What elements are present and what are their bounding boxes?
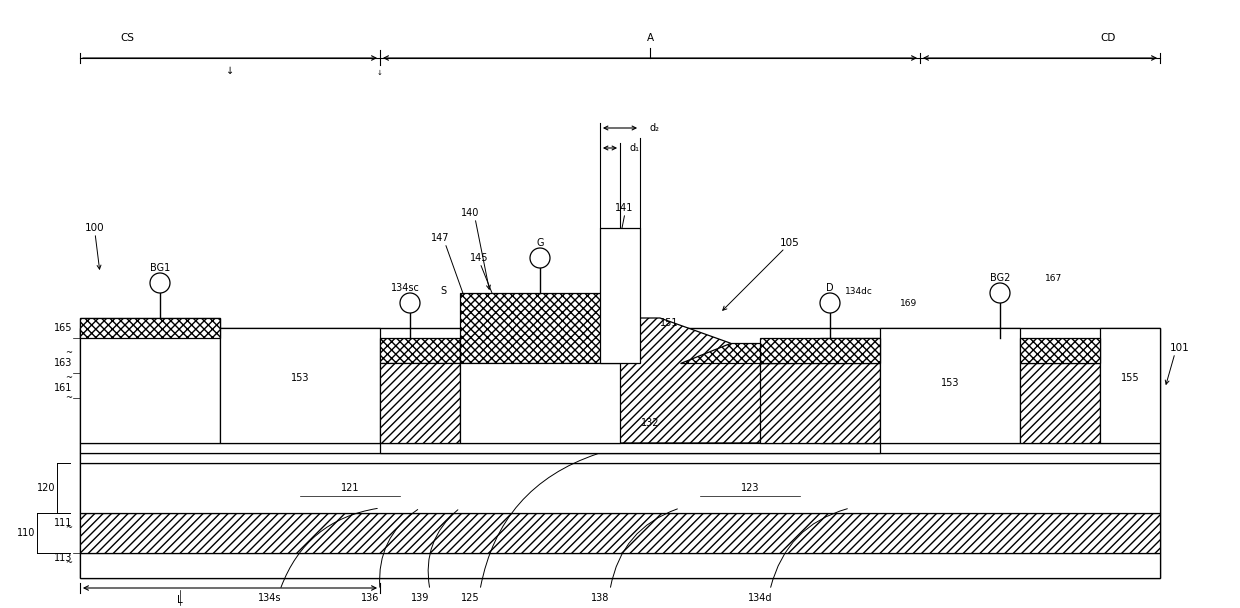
- Text: ~: ~: [64, 373, 72, 382]
- Circle shape: [529, 248, 551, 268]
- Circle shape: [990, 283, 1011, 303]
- Text: BG1: BG1: [150, 263, 170, 273]
- Bar: [81, 318, 219, 338]
- Bar: [81, 328, 1159, 578]
- Text: 111: 111: [53, 518, 72, 528]
- Text: 151: 151: [660, 318, 678, 328]
- Circle shape: [150, 273, 170, 293]
- Text: ~: ~: [64, 523, 72, 533]
- Text: 140: 140: [461, 208, 479, 218]
- Text: d₁: d₁: [630, 143, 640, 153]
- Text: 139: 139: [410, 593, 429, 603]
- Bar: [820, 338, 880, 443]
- Circle shape: [401, 293, 420, 313]
- Text: 155: 155: [1121, 373, 1140, 383]
- Text: 120: 120: [36, 483, 55, 493]
- Text: 134dc: 134dc: [844, 287, 873, 296]
- Bar: [1021, 338, 1100, 363]
- Bar: [760, 363, 880, 443]
- Text: ↓: ↓: [226, 66, 234, 76]
- Text: 141: 141: [615, 203, 634, 213]
- Text: 136: 136: [361, 593, 379, 603]
- Text: 145: 145: [470, 253, 489, 263]
- Text: 169: 169: [900, 299, 918, 308]
- Text: 134sc: 134sc: [391, 283, 419, 293]
- Bar: [460, 293, 620, 363]
- Text: 134d: 134d: [748, 593, 773, 603]
- Bar: [81, 453, 1159, 463]
- Text: CD: CD: [1100, 33, 1115, 43]
- Bar: [379, 443, 880, 453]
- Text: G: G: [536, 238, 544, 248]
- Text: CS: CS: [120, 33, 134, 43]
- Text: d₂: d₂: [650, 123, 660, 133]
- Bar: [379, 363, 460, 443]
- Text: 153: 153: [941, 378, 960, 388]
- Text: 113: 113: [53, 553, 72, 563]
- Polygon shape: [620, 318, 780, 443]
- Bar: [760, 338, 880, 363]
- Text: 132: 132: [641, 418, 660, 428]
- Text: S: S: [440, 286, 446, 296]
- Text: 110: 110: [16, 528, 35, 538]
- Bar: [1100, 328, 1159, 443]
- Bar: [81, 463, 1159, 513]
- Text: 163: 163: [53, 358, 72, 368]
- Circle shape: [820, 293, 839, 313]
- Bar: [1021, 363, 1100, 443]
- Text: 121: 121: [341, 483, 360, 493]
- Text: 100: 100: [86, 223, 104, 233]
- Text: 161: 161: [53, 383, 72, 393]
- Polygon shape: [680, 343, 780, 363]
- Text: ~: ~: [64, 393, 72, 402]
- Text: 138: 138: [590, 593, 609, 603]
- Bar: [81, 318, 219, 443]
- Bar: [81, 513, 1159, 553]
- Text: 165: 165: [53, 323, 72, 333]
- Bar: [379, 338, 460, 363]
- Text: ~: ~: [64, 348, 72, 358]
- Text: ~: ~: [64, 559, 72, 567]
- Text: 147: 147: [430, 233, 449, 243]
- Text: 105: 105: [780, 238, 800, 248]
- Bar: [460, 363, 620, 443]
- Text: L: L: [177, 595, 182, 605]
- Bar: [219, 328, 379, 443]
- Text: 143: 143: [531, 393, 549, 403]
- Bar: [600, 228, 640, 363]
- Text: 153: 153: [290, 373, 309, 383]
- Text: A: A: [646, 33, 653, 43]
- Text: 125: 125: [461, 593, 480, 603]
- Bar: [880, 328, 1021, 443]
- Text: ↓: ↓: [377, 70, 383, 76]
- Text: 101: 101: [1171, 343, 1189, 353]
- Bar: [81, 443, 1159, 453]
- Text: BG2: BG2: [990, 273, 1011, 283]
- Text: 123: 123: [740, 483, 759, 493]
- Bar: [81, 553, 1159, 578]
- Text: D: D: [826, 283, 833, 293]
- Text: 167: 167: [1045, 274, 1063, 283]
- Text: 134s: 134s: [258, 593, 281, 603]
